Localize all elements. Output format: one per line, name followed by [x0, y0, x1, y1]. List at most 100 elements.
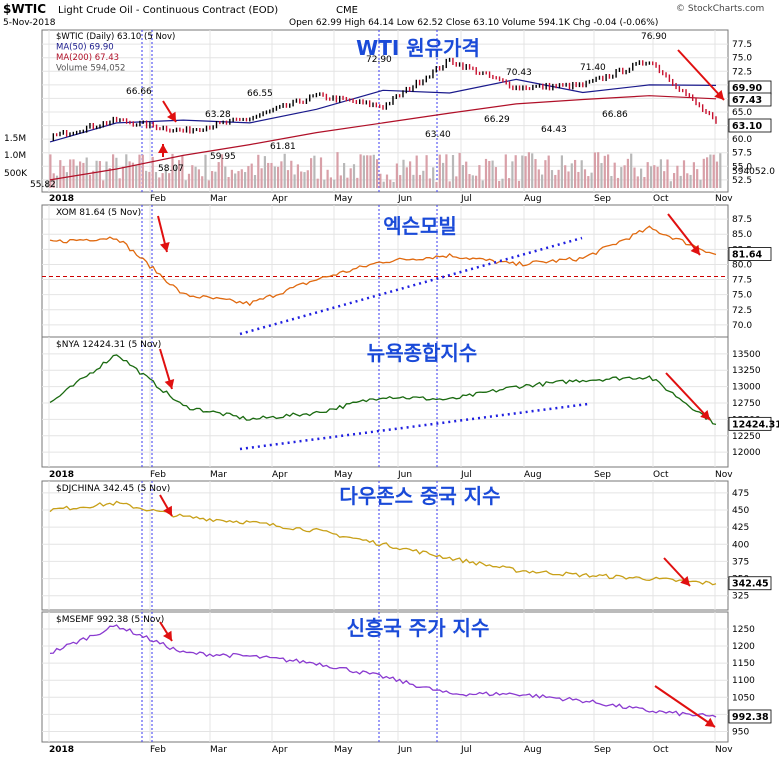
volume-bar	[593, 152, 596, 188]
annotation-arrowhead	[704, 717, 715, 727]
month-label: Jul	[460, 745, 472, 755]
y-tick-label: 325	[732, 592, 749, 602]
price-annotation: 61.81	[270, 142, 296, 152]
exchange-text: CME	[336, 5, 358, 16]
volume-bar	[118, 178, 121, 188]
price-line	[49, 354, 717, 426]
volume-bar	[194, 166, 197, 188]
month-label: Nov	[715, 745, 733, 755]
volume-bar	[659, 159, 662, 188]
last-value-label: 69.90	[732, 83, 762, 94]
price-line	[49, 225, 717, 307]
volume-bar	[580, 160, 583, 188]
y-tick-label: 77.5	[732, 276, 752, 286]
volume-bar	[184, 180, 187, 188]
volume-bar	[610, 176, 613, 188]
volume-bar	[468, 174, 471, 188]
last-value-label: 992.38	[732, 712, 769, 723]
annotation-arrowhead	[159, 242, 170, 252]
volume-bar	[227, 177, 230, 188]
month-label: Sep	[594, 745, 611, 755]
volume-bar	[46, 181, 49, 188]
volume-bar	[587, 176, 590, 188]
ma50-line	[49, 78, 717, 143]
volume-bar	[52, 173, 55, 188]
y-tick-label: 80.0	[732, 260, 752, 270]
month-label: Jun	[397, 745, 412, 755]
volume-bar	[531, 153, 534, 188]
panel-title: 뉴욕종합지수	[367, 341, 477, 365]
volume-bar	[59, 160, 62, 188]
volume-bar	[669, 181, 672, 188]
volume-bar	[392, 181, 395, 188]
month-label: Apr	[272, 745, 288, 755]
volume-bar	[168, 173, 171, 188]
volume-tick-label: 500K	[4, 169, 28, 179]
volume-bar	[640, 168, 643, 188]
date-text: 5-Nov-2018	[3, 18, 56, 28]
volume-bar	[131, 162, 134, 188]
annotation-arrowhead	[690, 244, 700, 255]
y-tick-label: 1150	[732, 659, 755, 669]
price-annotation: 58.07	[158, 164, 184, 174]
volume-bar	[102, 180, 105, 188]
volume-bar	[649, 166, 653, 188]
volume-bar	[712, 154, 715, 188]
volume-bar	[112, 154, 115, 188]
panel-title: WTI 원유가격	[356, 36, 480, 60]
volume-bar	[333, 179, 336, 188]
volume-bar	[494, 167, 497, 188]
y-tick-label: 425	[732, 523, 749, 533]
volume-bar	[442, 162, 445, 188]
volume-bar	[504, 154, 507, 188]
month-label: Sep	[594, 194, 611, 204]
volume-bar	[445, 154, 448, 188]
volume-bar	[478, 165, 481, 188]
volume-bar	[369, 155, 372, 188]
volume-bar	[715, 161, 719, 188]
volume-bar	[82, 162, 85, 188]
month-label: 2018	[49, 745, 74, 755]
volume-bar	[329, 177, 332, 188]
month-label: Aug	[524, 745, 542, 755]
volume-bar	[435, 181, 438, 188]
price-annotation: 76.90	[641, 32, 667, 42]
volume-bar	[682, 160, 686, 188]
volume-bar	[178, 160, 181, 188]
volume-bar	[121, 166, 125, 188]
volume-bar	[686, 173, 689, 188]
volume-bar	[277, 166, 280, 188]
annotation-arrowhead	[700, 410, 710, 420]
volume-bar	[521, 155, 524, 188]
panel-title: 신흥국 주가 지수	[347, 616, 490, 640]
annotation-arrow	[665, 372, 711, 421]
volume-bar	[72, 159, 75, 188]
month-label: Jul	[460, 470, 472, 480]
volume-bar	[293, 174, 296, 188]
y-tick-label: 87.5	[732, 215, 752, 225]
price-annotation: 63.28	[205, 110, 231, 120]
legend-entry: MA(50) 69.90	[56, 43, 114, 53]
volume-bar	[115, 157, 118, 188]
volume-bar	[201, 176, 204, 188]
volume-bar	[303, 172, 306, 188]
volume-bar	[191, 165, 194, 188]
volume-bar	[138, 154, 141, 188]
volume-bar	[253, 175, 257, 188]
volume-bar	[158, 177, 161, 188]
price-annotation: 66.66	[126, 87, 152, 97]
month-label: 2018	[49, 470, 74, 480]
volume-bar	[719, 153, 722, 188]
volume-bar	[187, 173, 191, 188]
volume-bar	[524, 156, 527, 188]
month-label: Sep	[594, 470, 611, 480]
volume-bar	[376, 159, 379, 188]
volume-bar	[613, 162, 616, 188]
volume-bar	[636, 176, 639, 188]
volume-last-label: 594052.0	[732, 167, 775, 177]
price-annotation: 66.29	[484, 115, 510, 125]
volume-bar	[643, 177, 646, 188]
legend-entry: MA(200) 67.43	[56, 53, 119, 63]
volume-bar	[250, 163, 253, 188]
y-tick-label: 13250	[732, 366, 761, 376]
